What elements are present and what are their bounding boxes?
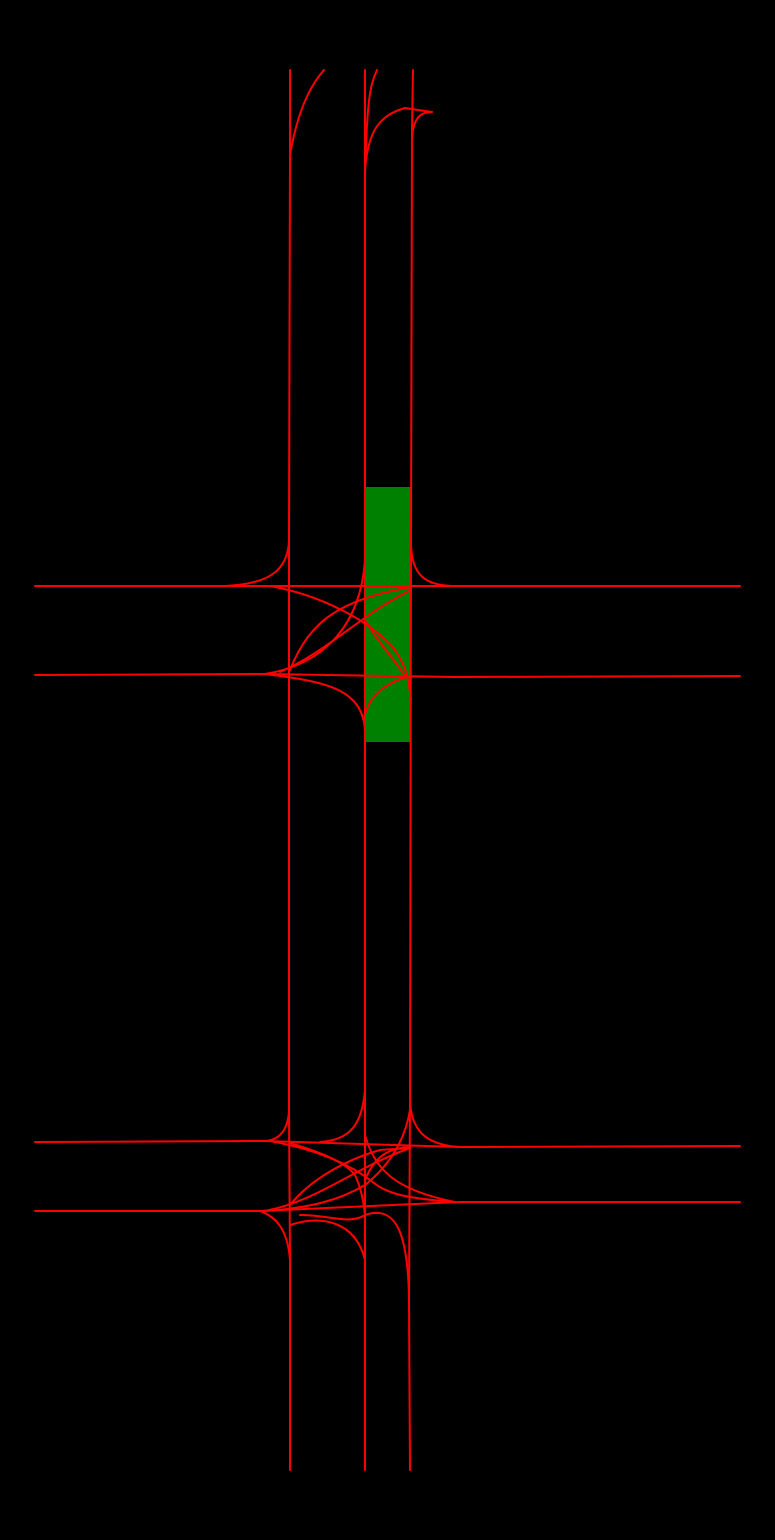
vertical-lane-left[interactable]: [288, 69, 291, 1471]
upper-turn-left-to-h1[interactable]: [224, 539, 290, 587]
vertical-lane-right[interactable]: [408, 69, 414, 1471]
horizontal-lane-4[interactable]: [34, 1201, 741, 1212]
horizontal-lane-2[interactable]: [34, 673, 741, 678]
upper-turn-right-h2-loop[interactable]: [365, 675, 411, 713]
upper-turn-middle-h2-cross[interactable]: [364, 619, 406, 677]
lower-turn-middle-to-h4-right[interactable]: [364, 1134, 456, 1203]
upper-turn-left-to-right-h1[interactable]: [289, 586, 412, 671]
upper-turn-h2-left-down[interactable]: [264, 673, 366, 731]
lane-network: [34, 69, 741, 1471]
lower-turn-right-to-h4[interactable]: [299, 1211, 410, 1301]
lower-turn-right-to-h3[interactable]: [409, 1099, 461, 1148]
lower-turn-middle-up-right[interactable]: [364, 1146, 411, 1181]
lower-turn-h4-left-down[interactable]: [259, 1210, 291, 1261]
upper-turn-h2-to-right[interactable]: [279, 589, 412, 673]
ramp-left-upper[interactable]: [289, 69, 325, 156]
lower-turn-left-up-right[interactable]: [289, 1147, 411, 1206]
upper-turn-right-to-h1[interactable]: [410, 544, 453, 587]
ramp-right-upper-hook[interactable]: [411, 111, 433, 141]
highlighted-lane-segment[interactable]: [366, 487, 411, 742]
ramp-middle-upper[interactable]: [364, 69, 378, 176]
lower-turn-h3-diagonal-2[interactable]: [289, 1142, 366, 1216]
lower-turn-h4-to-right[interactable]: [264, 1147, 411, 1212]
lower-turn-left-to-h3[interactable]: [264, 1109, 290, 1142]
lower-turn-right-to-left-diag[interactable]: [264, 1109, 411, 1212]
ramp-middle-to-right-upper[interactable]: [364, 107, 433, 171]
lower-turn-middle-to-h3[interactable]: [319, 1089, 366, 1143]
lower-turn-h4-middle-down[interactable]: [289, 1219, 366, 1261]
horizontal-lane-3[interactable]: [34, 1140, 741, 1148]
